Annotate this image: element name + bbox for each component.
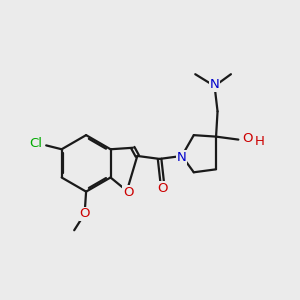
Text: Cl: Cl — [29, 137, 42, 150]
Text: O: O — [123, 186, 134, 199]
Text: O: O — [157, 182, 168, 195]
Text: O: O — [80, 207, 90, 220]
Text: N: N — [210, 78, 220, 91]
Text: O: O — [242, 132, 252, 145]
Text: H: H — [255, 135, 265, 148]
Text: N: N — [177, 151, 187, 164]
